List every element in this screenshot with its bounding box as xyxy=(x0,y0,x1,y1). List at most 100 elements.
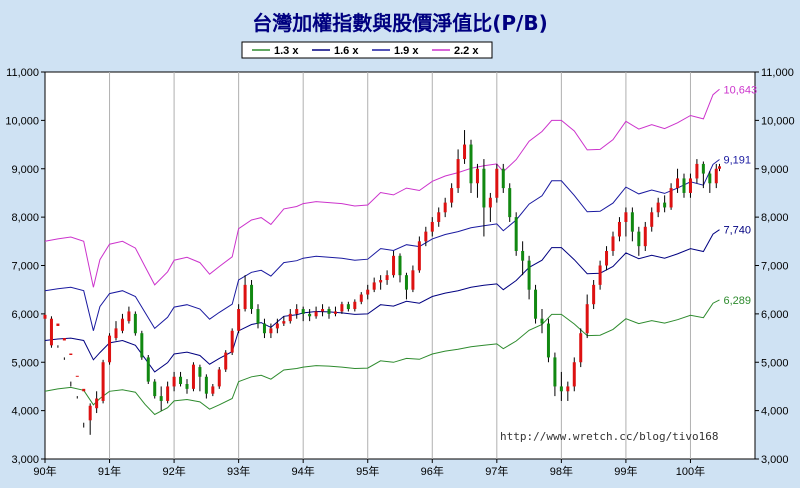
candle-body xyxy=(404,275,408,290)
candle-body xyxy=(243,284,247,310)
candle xyxy=(230,328,234,355)
candle xyxy=(269,323,273,339)
candlesticks xyxy=(43,130,721,435)
candle xyxy=(450,183,454,208)
candle xyxy=(301,306,305,322)
candle xyxy=(456,149,460,193)
legend: 1.3 x 1.6 x 1.9 x 2.2 x xyxy=(241,41,493,59)
candle xyxy=(643,221,647,251)
candle-body xyxy=(282,321,286,324)
candle xyxy=(605,246,609,271)
candle-body xyxy=(592,284,596,305)
candle-body xyxy=(546,323,550,358)
candle-body xyxy=(424,231,428,242)
candle-body xyxy=(101,362,105,401)
candle-body xyxy=(463,144,467,160)
y-tick-label-left: 9,000 xyxy=(11,164,39,176)
candle xyxy=(314,306,318,319)
candle xyxy=(114,321,118,341)
candle xyxy=(714,163,718,189)
candle-body xyxy=(95,398,99,409)
watermark-url: http://www.wretch.cc/blog/tivo168 xyxy=(500,430,719,443)
candle xyxy=(146,354,150,385)
candle-body xyxy=(450,188,454,203)
grid-lines xyxy=(109,72,691,459)
candle-body xyxy=(456,159,460,189)
candle xyxy=(237,304,241,334)
candle xyxy=(598,260,602,290)
candle-body xyxy=(179,376,183,385)
candle xyxy=(250,280,254,314)
candle-body xyxy=(643,226,647,247)
candle xyxy=(482,159,486,237)
candle-body xyxy=(198,367,202,377)
y-tick-label-right: 10,000 xyxy=(761,115,795,127)
candle-body xyxy=(256,309,260,324)
candle xyxy=(617,217,621,242)
candle-body xyxy=(630,212,634,232)
candle-body xyxy=(430,221,434,232)
candle-body xyxy=(153,381,157,397)
y-tick-label-left: 7,000 xyxy=(11,261,39,273)
series-end-label: 10,643 xyxy=(724,84,758,96)
candle-body xyxy=(353,301,357,310)
candle-body xyxy=(127,311,131,322)
x-tick-label: 93年 xyxy=(227,464,250,478)
candle xyxy=(701,161,705,189)
candle-body xyxy=(108,335,112,363)
candle xyxy=(140,330,144,360)
candle-body xyxy=(333,311,337,314)
x-tick-label: 98年 xyxy=(550,464,573,478)
candle xyxy=(172,371,176,392)
series-end-label: 6,289 xyxy=(724,295,752,307)
candle xyxy=(198,364,202,392)
candle xyxy=(469,139,473,193)
candle xyxy=(695,159,699,184)
candle-body xyxy=(714,168,718,184)
candle-body xyxy=(185,384,189,389)
x-tick-label: 95年 xyxy=(356,464,379,478)
candle xyxy=(211,384,215,397)
candle xyxy=(611,231,615,256)
y-tick-label-left: 3,000 xyxy=(11,454,39,466)
candle-body xyxy=(682,178,686,193)
candle xyxy=(372,277,376,293)
candle-body xyxy=(540,318,544,324)
series-line xyxy=(44,88,720,288)
candle xyxy=(501,163,505,193)
candle-body xyxy=(146,357,150,382)
candle-body xyxy=(69,353,73,355)
x-tick-label: 91年 xyxy=(98,464,121,478)
candle-body xyxy=(43,314,47,319)
x-tick-label: 92年 xyxy=(162,464,185,478)
candle xyxy=(417,236,421,273)
candle xyxy=(95,391,99,414)
candle-body xyxy=(469,144,473,184)
candle-body xyxy=(166,386,170,401)
candle xyxy=(224,350,228,372)
candle-body xyxy=(579,333,583,363)
candle-body xyxy=(585,304,589,334)
candle xyxy=(49,316,53,348)
candle-body xyxy=(114,328,118,339)
candle-body xyxy=(262,323,266,334)
candle xyxy=(333,306,337,317)
candle-body xyxy=(82,388,86,392)
candle-body xyxy=(718,166,721,169)
candle xyxy=(430,217,434,237)
candle xyxy=(592,280,596,310)
candle-body xyxy=(191,364,195,389)
candle-body xyxy=(695,163,699,179)
candle xyxy=(546,318,550,363)
candle xyxy=(534,284,538,324)
candle xyxy=(527,255,531,300)
candle-body xyxy=(708,173,712,184)
candle-body xyxy=(566,386,570,392)
legend-label: 1.3 x xyxy=(274,45,299,57)
candle-body xyxy=(372,282,376,290)
candle-body xyxy=(605,250,609,266)
candle-body xyxy=(495,168,499,198)
candle xyxy=(508,183,512,222)
pb-band-lines xyxy=(44,88,720,416)
